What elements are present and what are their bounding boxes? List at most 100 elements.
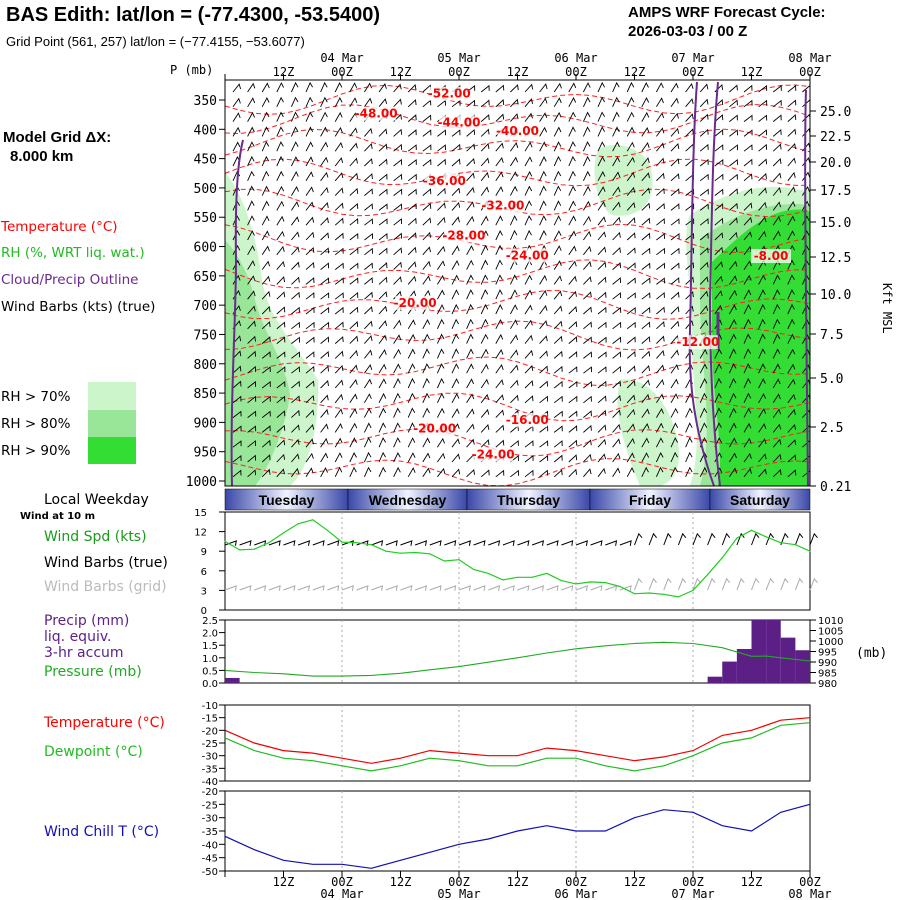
wind-barb — [583, 321, 592, 330]
wind-barb — [291, 216, 300, 226]
wind-barb — [378, 392, 387, 404]
height-tick-label: 17.5 — [820, 184, 851, 199]
wind-barb — [495, 349, 504, 359]
wind-barb — [656, 350, 665, 359]
wind-barb — [583, 291, 592, 300]
wind-barb — [801, 215, 810, 226]
wind-speed-axis: 0 3 6 9 12 15 — [194, 508, 225, 617]
wind-barb — [407, 452, 416, 463]
wind-barb — [656, 157, 665, 167]
temperature-label-background — [429, 86, 470, 101]
wind-barb — [597, 171, 606, 182]
wind-barb — [291, 395, 300, 404]
wind-barb — [641, 379, 650, 389]
wind-barb — [422, 129, 432, 137]
temperature-tick-label: -10 — [202, 701, 218, 712]
wind-barb — [305, 277, 315, 285]
rh-legend: RH (%, WRT liq. wat.) — [1, 245, 145, 261]
wind-barb — [685, 422, 693, 433]
wind-barb — [787, 393, 796, 404]
wind-barb — [407, 217, 417, 226]
wind-barb — [320, 96, 328, 107]
wind-barb — [247, 469, 257, 478]
weekday-bar: Tuesday Wednesday Thursday Friday Saturday — [224, 488, 811, 511]
rh70-swatch — [88, 382, 136, 410]
wind-barb — [349, 422, 358, 433]
wind-barb — [568, 381, 578, 389]
wind-barb — [802, 200, 810, 211]
wind-barb — [393, 247, 403, 256]
wind-barb — [393, 232, 403, 241]
time-top-label: 00Z — [565, 65, 587, 79]
wind-barb — [407, 261, 417, 270]
wind-barb-10m — [809, 577, 818, 591]
temperature-tick-label: -15 — [202, 714, 218, 725]
wind-barb — [480, 128, 490, 137]
wind-barb — [378, 437, 386, 448]
wind-barb — [349, 466, 357, 477]
wind-barb — [363, 466, 372, 477]
wind-speed-point — [794, 544, 796, 546]
wind-barb — [451, 333, 459, 344]
wind-speed-tick-label: 6 — [201, 567, 207, 578]
wind-barb — [436, 318, 445, 329]
wind-barb — [758, 468, 767, 478]
wind-barb-10m — [444, 540, 457, 546]
wind-barb — [495, 379, 504, 389]
pressure-tick-label: 995 — [818, 648, 837, 659]
pressure-tick-label: 350 — [194, 94, 217, 109]
wind-barb-10m — [634, 532, 643, 546]
wind-barb — [553, 155, 562, 167]
wind-barb — [641, 247, 651, 256]
wind-barb — [320, 321, 330, 330]
wind-barb — [437, 187, 446, 196]
wind-barb — [451, 318, 459, 329]
wind-barb — [772, 230, 781, 241]
wind-barb — [553, 365, 563, 374]
wind-barb — [743, 348, 751, 359]
wind-barb — [729, 422, 737, 433]
wind-barb — [291, 409, 300, 418]
wind-barb-10m — [341, 540, 354, 546]
wind-barb — [670, 349, 679, 359]
wind-barb — [232, 126, 241, 137]
wind-barb — [451, 143, 461, 152]
wind-barb — [349, 97, 358, 108]
wind-barb — [480, 378, 489, 389]
wind-barb — [349, 202, 359, 211]
wind-barb — [729, 217, 738, 226]
pressure-tick-label: 985 — [818, 669, 837, 680]
wind-barb — [334, 437, 343, 448]
wind-barb — [466, 157, 475, 167]
wind-barb — [699, 305, 709, 315]
wind-barb — [524, 156, 533, 167]
wind-barb — [232, 455, 242, 463]
wind-barb — [553, 126, 562, 137]
wind-barb — [670, 437, 678, 448]
wind-barb — [261, 410, 271, 418]
wind-barb — [539, 455, 549, 463]
wind-barb — [247, 141, 255, 152]
wind-barb — [553, 350, 563, 359]
wind-barb — [656, 277, 665, 285]
wind-barb — [729, 260, 738, 270]
wind-barb — [364, 306, 373, 315]
pressure-tick-label: 1010 — [818, 616, 843, 627]
wind-barb — [787, 143, 797, 152]
wind-barb — [334, 126, 343, 137]
wind-barb — [656, 172, 665, 182]
wind-barb — [787, 454, 797, 463]
wind-barb — [364, 173, 373, 182]
wind-barb — [714, 467, 723, 478]
wind-barb — [641, 157, 650, 167]
wind-barb — [656, 379, 665, 389]
wind-barb — [802, 171, 810, 182]
wind-barb — [407, 392, 416, 403]
wind-barb — [451, 201, 461, 211]
wind-barb — [466, 468, 475, 478]
wind-barb — [539, 274, 548, 285]
bottom-date-label: 06 Mar — [554, 887, 597, 900]
wind-barb — [364, 407, 372, 418]
pressure-tick-label: 850 — [194, 387, 217, 402]
wind-speed-point — [458, 559, 460, 561]
